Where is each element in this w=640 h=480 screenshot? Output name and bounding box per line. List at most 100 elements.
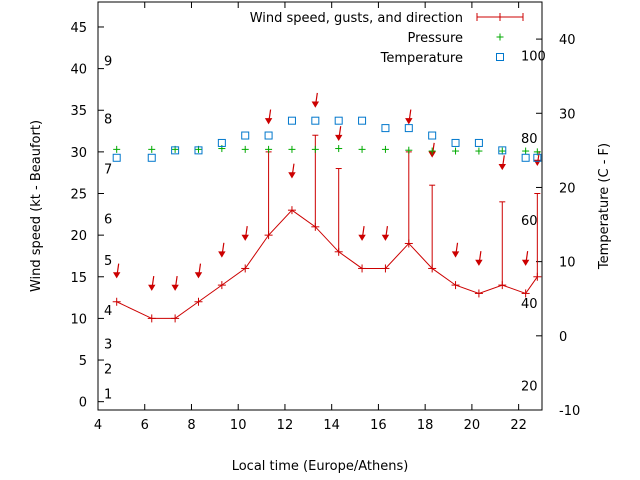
arrow-head	[405, 118, 413, 125]
y2-tick-label: 10	[559, 256, 576, 271]
wind-direction-arrow	[171, 276, 179, 291]
temperature-point	[451, 138, 460, 147]
x-tick-label: 12	[277, 418, 294, 433]
beaufort-label: 5	[104, 254, 112, 269]
y-tick-label: 0	[79, 396, 87, 411]
y-tick-label: 45	[70, 21, 87, 36]
temperature-point	[287, 116, 296, 125]
pressure-point	[288, 145, 296, 153]
beaufort-label: 3	[104, 337, 112, 352]
wind-direction-arrow	[498, 155, 506, 171]
beaufort-label: 6	[104, 212, 112, 227]
temperature-point	[217, 138, 226, 147]
temperature-point	[112, 153, 121, 162]
wind-direction-arrow	[334, 126, 343, 142]
y-tick-label: 5	[79, 354, 87, 369]
legend: Wind speed, gusts, and direction Pressure…	[250, 11, 524, 66]
y-tick-label: 30	[70, 146, 87, 161]
temperature-point	[358, 116, 367, 125]
y-axis-label: Wind speed (kt - Beaufort)	[29, 120, 44, 292]
y2-axis-label: Temperature (C - F)	[597, 143, 612, 270]
x-tick-label: 20	[464, 418, 481, 433]
wind-direction-arrow	[112, 263, 121, 279]
arrow-head	[288, 172, 296, 179]
arrow-head	[498, 163, 506, 171]
wind-direction-arrow	[148, 276, 156, 291]
arrow-head	[475, 259, 483, 266]
x-tick-label: 22	[510, 418, 527, 433]
arrow-head	[311, 101, 320, 108]
legend-label: Temperature	[380, 51, 463, 66]
x-axis-label: Local time (Europe/Athens)	[232, 459, 409, 474]
wind-direction-arrow	[288, 163, 296, 179]
y2-tick-label: 0	[559, 330, 567, 345]
y2-tick-label: -10	[559, 404, 580, 419]
wind-speed-line	[116, 209, 538, 319]
y2-tick-label: 40	[559, 33, 576, 48]
text-layer: Local time (Europe/Athens) Wind speed (k…	[29, 21, 612, 474]
arrow-head	[264, 118, 273, 125]
arrow-head	[241, 234, 249, 241]
fahrenheit-label: 100	[521, 49, 546, 64]
temperature-point	[474, 138, 483, 147]
temperature-point	[381, 124, 390, 133]
legend-label: Wind speed, gusts, and direction	[250, 11, 463, 26]
x-tick-label: 18	[417, 418, 434, 433]
arrow-head	[148, 284, 156, 291]
wind-direction-arrow	[521, 251, 530, 266]
pressure-point	[358, 145, 366, 153]
wind-direction-arrow	[218, 242, 226, 258]
pressure-point	[405, 146, 413, 154]
y-tick-label: 20	[70, 229, 87, 244]
pressure-point	[241, 145, 249, 153]
arrow-head	[381, 234, 390, 241]
wind-direction-arrow	[405, 109, 413, 125]
pressure-point	[475, 147, 483, 155]
x-tick-label: 6	[141, 418, 149, 433]
arrow-head	[112, 272, 121, 279]
beaufort-label: 9	[104, 54, 112, 69]
y-tick-label: 25	[70, 188, 87, 203]
pressure-point	[265, 145, 273, 153]
wind-direction-arrow	[475, 251, 483, 266]
series-layer	[112, 92, 542, 323]
temperature-point	[521, 153, 530, 162]
x-tick-label: 14	[323, 418, 340, 433]
pressure-point	[381, 145, 389, 153]
beaufort-label: 2	[104, 362, 112, 377]
arrow-head	[194, 272, 203, 279]
y-tick-label: 15	[70, 271, 87, 286]
fahrenheit-label: 80	[521, 132, 538, 147]
wind-direction-arrow	[451, 242, 460, 258]
temperature-point	[171, 146, 180, 155]
temperature-point	[311, 116, 320, 125]
temperature-point	[241, 131, 250, 140]
temperature-point	[264, 131, 273, 140]
wind-direction-arrow	[311, 92, 320, 108]
beaufort-label: 4	[104, 304, 112, 319]
x-tick-label: 8	[187, 418, 195, 433]
pressure-point	[428, 147, 436, 155]
beaufort-label: 8	[104, 113, 112, 128]
y-tick-label: 35	[70, 104, 87, 119]
legend-label: Pressure	[407, 31, 463, 46]
beaufort-label: 7	[104, 163, 112, 178]
pressure-point	[113, 145, 121, 153]
x-tick-label: 10	[230, 418, 247, 433]
y2-tick-label: 20	[559, 181, 576, 196]
beaufort-label: 1	[104, 387, 112, 402]
arrow-head	[521, 259, 530, 266]
temperature-point	[533, 153, 542, 162]
arrow-head	[451, 251, 460, 258]
temperature-point	[334, 116, 343, 125]
y-tick-label: 10	[70, 312, 87, 327]
wind-direction-arrow	[381, 226, 390, 241]
pressure-point	[522, 147, 530, 155]
fahrenheit-label: 20	[521, 380, 538, 395]
pressure-point	[335, 145, 343, 153]
temperature-point	[147, 153, 156, 162]
temperature-point	[194, 146, 203, 155]
fahrenheit-label: 60	[521, 214, 538, 229]
wind-direction-arrow	[194, 263, 203, 279]
legend-swatch-square	[496, 53, 504, 61]
